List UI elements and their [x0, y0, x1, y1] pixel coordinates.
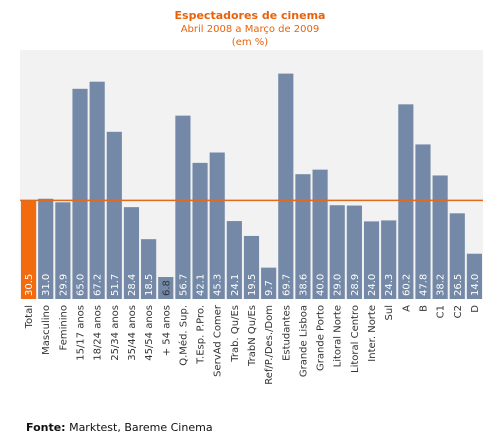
bar-a: [398, 104, 414, 299]
tick-label-total: Total: [24, 305, 35, 329]
value-label-inter-norte: 24.0: [367, 274, 378, 296]
tick-label-litoral-norte: Litoral Norte: [333, 305, 344, 367]
tick-label-litoral-centro: Litoral Centro: [350, 305, 361, 373]
chart-unit: (em %): [232, 37, 268, 48]
value-label-litoral-norte: 29.0: [333, 274, 344, 296]
tick-label-masculino: Masculino: [41, 305, 52, 355]
bars: [21, 73, 482, 300]
tick-label-25-34-anos: 25/34 anos: [110, 305, 121, 361]
bar-54-anos: [158, 277, 174, 299]
chart-title: Espectadores de cinema: [175, 9, 326, 22]
bar-servad-comer: [209, 152, 225, 299]
tick-label-q-m-d-sup: Q.Méd. Sup.: [177, 305, 189, 366]
source-label: Fonte:: [26, 421, 66, 434]
bar-18-24-anos: [89, 81, 105, 299]
value-label-25-34-anos: 51.7: [110, 274, 121, 296]
tick-label-grande-lisboa: Grande Lisboa: [298, 305, 309, 377]
value-label-grande-lisboa: 38.6: [298, 274, 309, 296]
tick-label-t-esp-p-pro: T.Esp. P.Pro.: [196, 305, 207, 365]
bar-t-esp-p-pro: [192, 162, 208, 299]
tick-label-servad-comer: ServAd Comer: [213, 304, 224, 377]
bar-trabn-qu-es: [243, 235, 260, 299]
value-labels: 30.5 31.0 29.9 65.0 67.2 51.7 28.4 18.5 6.8 56.7 4…: [24, 274, 481, 296]
bar-25-34-anos: [106, 131, 122, 299]
tick-label-15-17-anos: 15/17 anos: [76, 305, 87, 361]
value-label-masculino: 31.0: [41, 274, 52, 296]
value-label-d: 14.0: [470, 274, 481, 296]
bar-litoral-norte: [329, 205, 345, 299]
value-label-trabn-qu-es: 19.5: [247, 274, 258, 296]
tick-label-estudantes: Estudantes: [281, 305, 292, 361]
bar-litoral-centro: [346, 205, 362, 299]
value-label-sul: 24.3: [384, 274, 395, 296]
tick-label-c1: C1: [436, 305, 447, 318]
bar-grande-lisboa: [295, 174, 311, 299]
value-label-litoral-centro: 28.9: [350, 274, 361, 296]
value-label-b: 47.8: [418, 274, 429, 296]
value-label-a: 60.2: [401, 274, 412, 296]
tick-label-inter-norte: Inter. Norte: [367, 305, 378, 362]
tick-label-sul: Sul: [384, 305, 395, 320]
tick-label-ref-p-des-dom: Ref/P./Des./Dom: [264, 305, 275, 385]
x-axis-labels: Total Masculino Feminino 15/17 anos 18/24 an…: [24, 304, 481, 385]
bar-estudantes: [278, 73, 294, 299]
value-label-t-esp-p-pro: 42.1: [196, 274, 207, 296]
bar-trab-qu-es: [226, 221, 242, 299]
tick-label-trab-qu-es: Trab. Qu/Es: [230, 305, 241, 363]
bar-ref-p-des-dom: [261, 267, 277, 299]
bar-c2: [449, 213, 465, 299]
value-label-35-44-anos: 28.4: [127, 274, 138, 296]
tick-label-54-anos: + 54 anos: [161, 305, 172, 356]
value-label-grande-porto: 40.0: [316, 274, 327, 296]
tick-label-a: A: [401, 305, 412, 312]
tick-label-grande-porto: Grande Porto: [316, 305, 327, 371]
bar-35-44-anos: [123, 207, 140, 299]
chart-subtitle: Abril 2008 a Março de 2009: [181, 24, 320, 35]
tick-label-18-24-anos: 18/24 anos: [93, 305, 104, 361]
bar-d: [466, 253, 482, 299]
value-label-45-54-anos: 18.5: [144, 274, 155, 296]
value-label-54-anos: 6.8: [161, 280, 172, 296]
tick-label-b: B: [418, 305, 429, 312]
bar-feminino: [55, 202, 71, 299]
bar-sul: [381, 220, 397, 299]
value-label-c1: 38.2: [436, 274, 447, 296]
value-label-servad-comer: 45.3: [213, 274, 224, 296]
tick-label-trabn-qu-es: TrabN Qu/Es: [247, 305, 258, 367]
value-label-18-24-anos: 67.2: [93, 274, 104, 296]
value-label-c2: 26.5: [453, 274, 464, 296]
value-label-15-17-anos: 65.0: [76, 274, 87, 296]
tick-label-45-54-anos: 45/54 anos: [144, 305, 155, 361]
bar-15-17-anos: [72, 88, 88, 299]
bar-grande-porto: [312, 169, 328, 299]
bar-masculino: [38, 198, 54, 299]
tick-label-35-44-anos: 35/44 anos: [127, 305, 138, 361]
bar-q-m-d-sup: [175, 115, 191, 300]
tick-label-c2: C2: [453, 305, 464, 318]
bar-inter-norte: [363, 221, 380, 299]
tick-label-d: D: [470, 305, 481, 313]
source-note: Fonte: Marktest, Bareme Cinema: [26, 421, 213, 434]
bar-b: [415, 144, 431, 299]
source-text: Marktest, Bareme Cinema: [66, 421, 213, 434]
value-label-trab-qu-es: 24.1: [230, 274, 241, 296]
value-label-ref-p-des-dom: 9.7: [264, 280, 275, 296]
tick-label-feminino: Feminino: [58, 305, 69, 350]
bar-total: [21, 200, 37, 299]
value-label-estudantes: 69.7: [281, 274, 292, 296]
value-label-q-m-d-sup: 56.7: [178, 274, 189, 296]
bar-c1: [432, 175, 448, 299]
value-label-feminino: 29.9: [58, 274, 69, 296]
value-label-total: 30.5: [24, 274, 35, 296]
bar-45-54-anos: [141, 239, 157, 299]
